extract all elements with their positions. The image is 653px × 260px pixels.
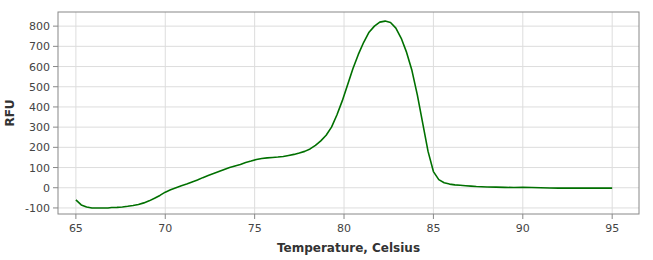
tick-y [53,86,58,87]
tick-label-x: 75 [248,222,262,235]
grid [58,12,639,214]
tick-x [75,214,76,219]
grid-line-y [58,147,639,148]
tick-label-y: 200 [29,141,50,154]
tick-label-y: -100 [25,202,50,215]
tick-x [612,214,613,219]
tick-label-y: 800 [29,20,50,33]
tick-label-x: 65 [69,222,83,235]
tick-label-y: 700 [29,40,50,53]
tick-y [53,66,58,67]
tick-y [53,127,58,128]
tick-label-y: 600 [29,61,50,74]
grid-line-x [433,12,434,214]
grid-line-x [522,12,523,214]
tick-x [254,214,255,219]
tick-label-x: 90 [516,222,530,235]
tick-label-y: 400 [29,101,50,114]
y-axis-label: RFU [3,99,17,126]
tick-x [522,214,523,219]
tick-label-x: 85 [426,222,440,235]
tick-label-y: 100 [29,162,50,175]
tick-label-y: 500 [29,81,50,94]
tick-x [344,214,345,219]
grid-line-x [612,12,613,214]
grid-line-x [75,12,76,214]
data-layer [76,21,612,208]
plot-frame [58,12,639,214]
chart: 65 70 75 80 85 90 95 -100 0 100 200 300 400 500 600 700… [0,0,653,260]
grid-line-y [58,46,639,47]
tick-label-x: 70 [158,222,172,235]
grid-line-y [58,66,639,67]
tick-y [53,207,58,208]
axes: 65 70 75 80 85 90 95 -100 0 100 200 300 400 500 600 700… [25,12,639,235]
x-axis-label: Temperature, Celsius [277,241,420,255]
tick-label-y: 0 [43,182,50,195]
tick-y [53,187,58,188]
tick-label-y: 300 [29,121,50,134]
tick-y [53,147,58,148]
grid-line-y [58,26,639,27]
grid-line-y [58,106,639,107]
grid-line-y [58,127,639,128]
grid-line-y [58,207,639,208]
plot-background [58,12,639,214]
tick-y [53,167,58,168]
tick-y [53,26,58,27]
tick-label-x: 80 [337,222,351,235]
grid-line-x [165,12,166,214]
tick-label-x: 95 [605,222,619,235]
tick-x [165,214,166,219]
grid-line-x [254,12,255,214]
tick-y [53,46,58,47]
line [76,21,612,208]
grid-line-y [58,167,639,168]
grid-line-y [58,86,639,87]
tick-x [433,214,434,219]
tick-y [53,106,58,107]
grid-line-x [344,12,345,214]
